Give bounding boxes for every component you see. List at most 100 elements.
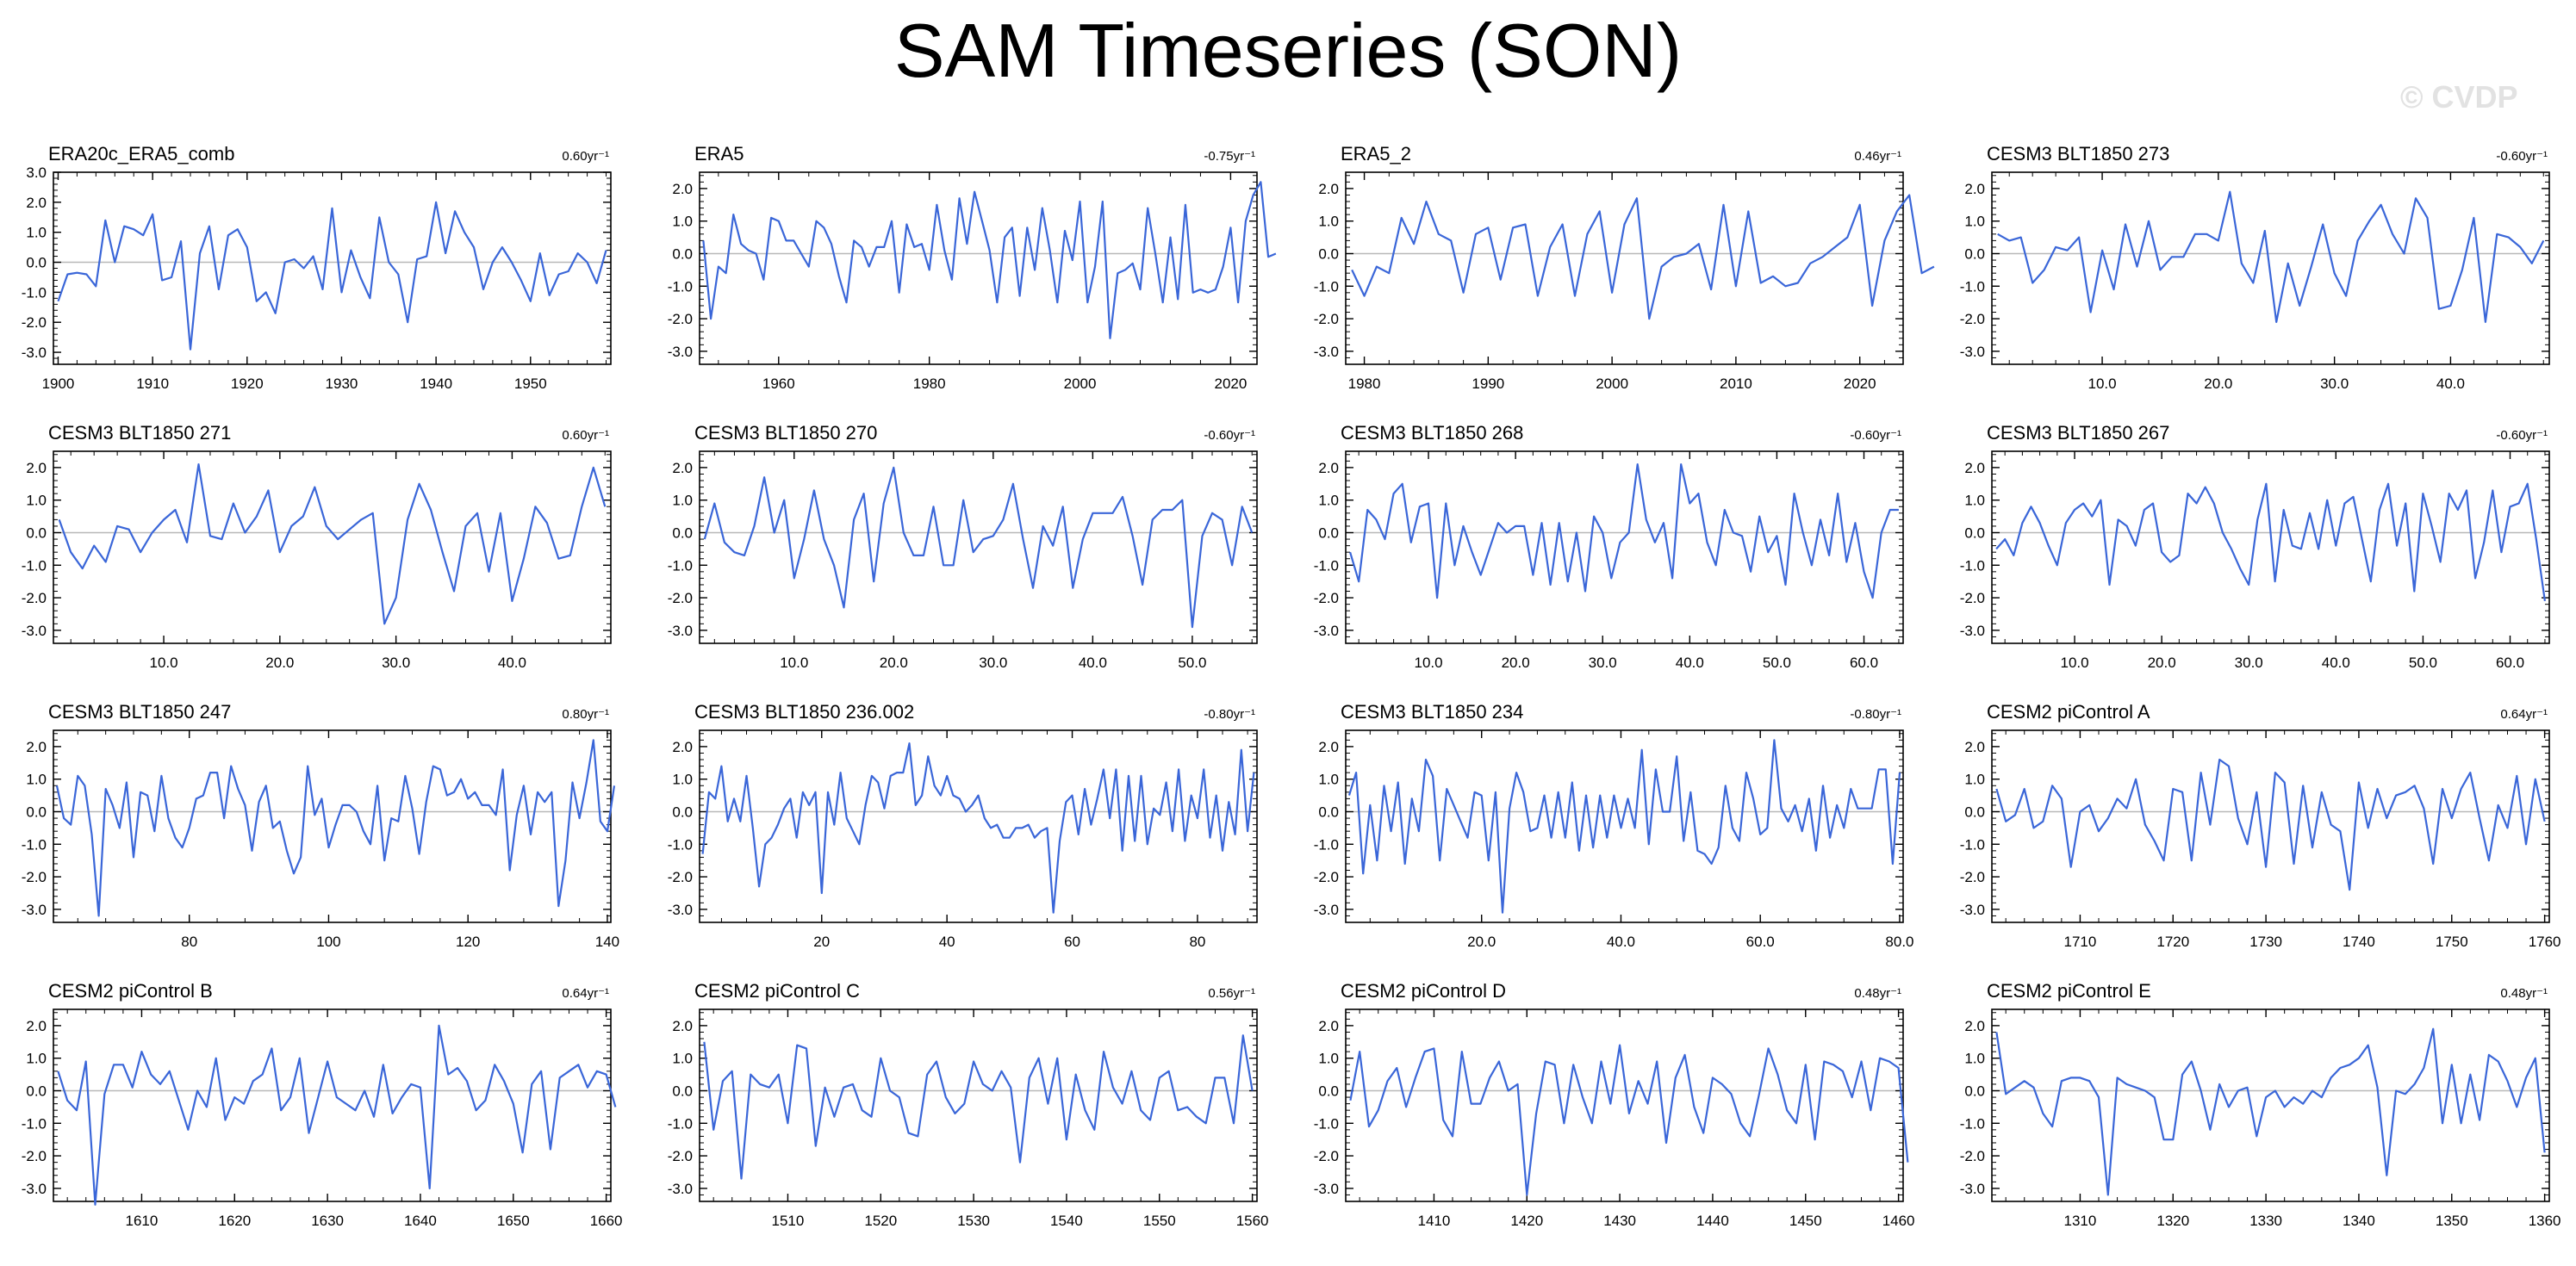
panel-trend: -0.80yr⁻¹ xyxy=(1850,707,1901,722)
y-tick-label: 1.0 xyxy=(1318,772,1339,788)
x-tick-label: 1550 xyxy=(1143,1213,1176,1229)
y-tick-label: -2.0 xyxy=(1960,1148,1985,1164)
series-line xyxy=(1349,462,1899,599)
y-tick-label: -3.0 xyxy=(1314,1181,1339,1197)
x-tick-label: 1540 xyxy=(1050,1213,1083,1229)
x-tick-label: 1420 xyxy=(1510,1213,1543,1229)
y-tick-label: 2.0 xyxy=(1964,181,1985,197)
y-tick-label: -1.0 xyxy=(22,836,47,853)
plot-frame xyxy=(1345,1008,1904,1202)
y-tick-label: 1.0 xyxy=(672,493,693,509)
panel-16: CESM2 piControl E 0.48yr⁻¹ -3.0 -2.0 -1.0 0.0… xyxy=(1960,980,2561,1229)
y-tick-label: 0.0 xyxy=(672,804,693,820)
x-tick-label: 40.0 xyxy=(1079,655,1107,671)
y-tick-label: 2.0 xyxy=(1964,1018,1985,1034)
y-tick-label: -1.0 xyxy=(1960,1115,1985,1132)
panel-trend: 0.60yr⁻¹ xyxy=(562,428,609,443)
x-tick-label: 1510 xyxy=(772,1213,805,1229)
x-tick-label: 2020 xyxy=(1844,375,1876,392)
x-tick-label: 1990 xyxy=(1472,375,1504,392)
panel-11: CESM3 BLT1850 234 -0.80yr⁻¹ -3.0 -2.0 -1.0 0.… xyxy=(1314,701,1914,950)
panel-9: CESM3 BLT1850 247 0.80yr⁻¹ -3.0 -2.0 -1.0 0.0… xyxy=(22,701,619,950)
x-tick-label: 1350 xyxy=(2436,1213,2468,1229)
y-tick-label: 2.0 xyxy=(26,739,47,755)
panel-5: CESM3 BLT1850 271 0.60yr⁻¹ -3.0 -2.0 -1.0 0.0… xyxy=(22,422,612,671)
x-tick-label: 1980 xyxy=(913,375,946,392)
y-tick-label: 0.0 xyxy=(1318,245,1339,262)
x-tick-label: 20.0 xyxy=(1467,934,1496,950)
plot-frame xyxy=(699,1008,1258,1202)
x-tick-label: 2000 xyxy=(1064,375,1097,392)
x-tick-label: 1940 xyxy=(420,375,452,392)
x-tick-label: 80 xyxy=(1189,934,1205,950)
x-tick-label: 2000 xyxy=(1596,375,1628,392)
page-title: SAM Timeseries (SON) xyxy=(893,8,1683,93)
y-tick-label: 0.0 xyxy=(1964,524,1985,541)
y-tick-label: 2.0 xyxy=(1964,739,1985,755)
y-tick-label: -1.0 xyxy=(1314,557,1339,574)
panel-10: CESM3 BLT1850 236.002 -0.80yr⁻¹ -3.0 -2.0 -1… xyxy=(668,701,1258,950)
x-tick-label: 10.0 xyxy=(1414,655,1442,671)
x-tick-label: 1450 xyxy=(1789,1213,1822,1229)
x-tick-label: 50.0 xyxy=(1763,655,1791,671)
y-tick-label: -2.0 xyxy=(668,590,693,606)
y-tick-label: 1.0 xyxy=(1964,1051,1985,1067)
x-tick-label: 1520 xyxy=(864,1213,897,1229)
series-line xyxy=(57,1024,617,1206)
y-tick-label: -3.0 xyxy=(1960,902,1985,918)
panel-title: ERA5_2 xyxy=(1341,143,1411,164)
plot-frame xyxy=(53,1008,612,1202)
y-tick-label: 2.0 xyxy=(672,460,693,476)
y-tick-label: 2.0 xyxy=(672,1018,693,1034)
y-tick-label: -1.0 xyxy=(1960,836,1985,853)
y-tick-label: 0.0 xyxy=(1318,1083,1339,1099)
y-tick-label: 0.0 xyxy=(672,1083,693,1099)
x-tick-label: 50.0 xyxy=(2409,655,2437,671)
y-tick-label: -2.0 xyxy=(1960,590,1985,606)
plot-frame xyxy=(699,450,1258,644)
y-tick-label: 0.0 xyxy=(1964,245,1985,262)
x-tick-label: 10.0 xyxy=(2060,655,2088,671)
y-tick-label: -1.0 xyxy=(668,557,693,574)
x-tick-label: 50.0 xyxy=(1178,655,1206,671)
series-line xyxy=(701,742,1255,914)
x-tick-label: 40.0 xyxy=(2322,655,2350,671)
series-line xyxy=(58,462,607,625)
x-tick-label: 80 xyxy=(181,934,197,950)
panel-trend: 0.56yr⁻¹ xyxy=(1208,986,1255,1001)
y-tick-label: 1.0 xyxy=(1318,493,1339,509)
x-tick-label: 140 xyxy=(595,934,619,950)
panel-trend: 0.48yr⁻¹ xyxy=(1854,986,1901,1001)
x-tick-label: 1610 xyxy=(126,1213,159,1229)
y-tick-label: -1.0 xyxy=(668,1115,693,1132)
series-line xyxy=(1349,1044,1909,1196)
panel-title: CESM2 piControl B xyxy=(48,980,213,1002)
panel-12: CESM2 piControl A 0.64yr⁻¹ -3.0 -2.0 -1.0 0.0… xyxy=(1960,701,2561,950)
x-tick-label: 40.0 xyxy=(1607,934,1635,950)
y-tick-label: -1.0 xyxy=(1314,836,1339,853)
plot-frame xyxy=(1991,171,2550,365)
y-tick-label: 2.0 xyxy=(26,195,47,211)
x-tick-label: 20.0 xyxy=(2148,655,2176,671)
y-tick-label: -2.0 xyxy=(1314,311,1339,327)
y-tick-label: 2.0 xyxy=(26,1018,47,1034)
x-tick-label: 1530 xyxy=(957,1213,990,1229)
y-tick-label: -2.0 xyxy=(1314,1148,1339,1164)
x-tick-label: 40.0 xyxy=(1676,655,1704,671)
plot-frame xyxy=(1991,1008,2550,1202)
panel-title: ERA20c_ERA5_comb xyxy=(48,143,234,164)
panel-trend: -0.60yr⁻¹ xyxy=(2496,149,2548,164)
y-tick-label: 2.0 xyxy=(1318,460,1339,476)
x-tick-label: 40 xyxy=(939,934,955,950)
panel-7: CESM3 BLT1850 268 -0.60yr⁻¹ -3.0 -2.0 -1.0 0.… xyxy=(1314,422,1904,671)
y-tick-label: 1.0 xyxy=(672,1051,693,1067)
panel-13: CESM2 piControl B 0.64yr⁻¹ -3.0 -2.0 -1.0 0.0… xyxy=(22,980,623,1229)
y-tick-label: 1.0 xyxy=(1318,214,1339,230)
y-tick-label: 0.0 xyxy=(26,1083,47,1099)
y-tick-label: -3.0 xyxy=(1960,1181,1985,1197)
y-tick-label: 2.0 xyxy=(1318,1018,1339,1034)
x-tick-label: 1650 xyxy=(497,1213,530,1229)
y-tick-label: -2.0 xyxy=(22,1148,47,1164)
y-tick-label: 1.0 xyxy=(1318,1051,1339,1067)
